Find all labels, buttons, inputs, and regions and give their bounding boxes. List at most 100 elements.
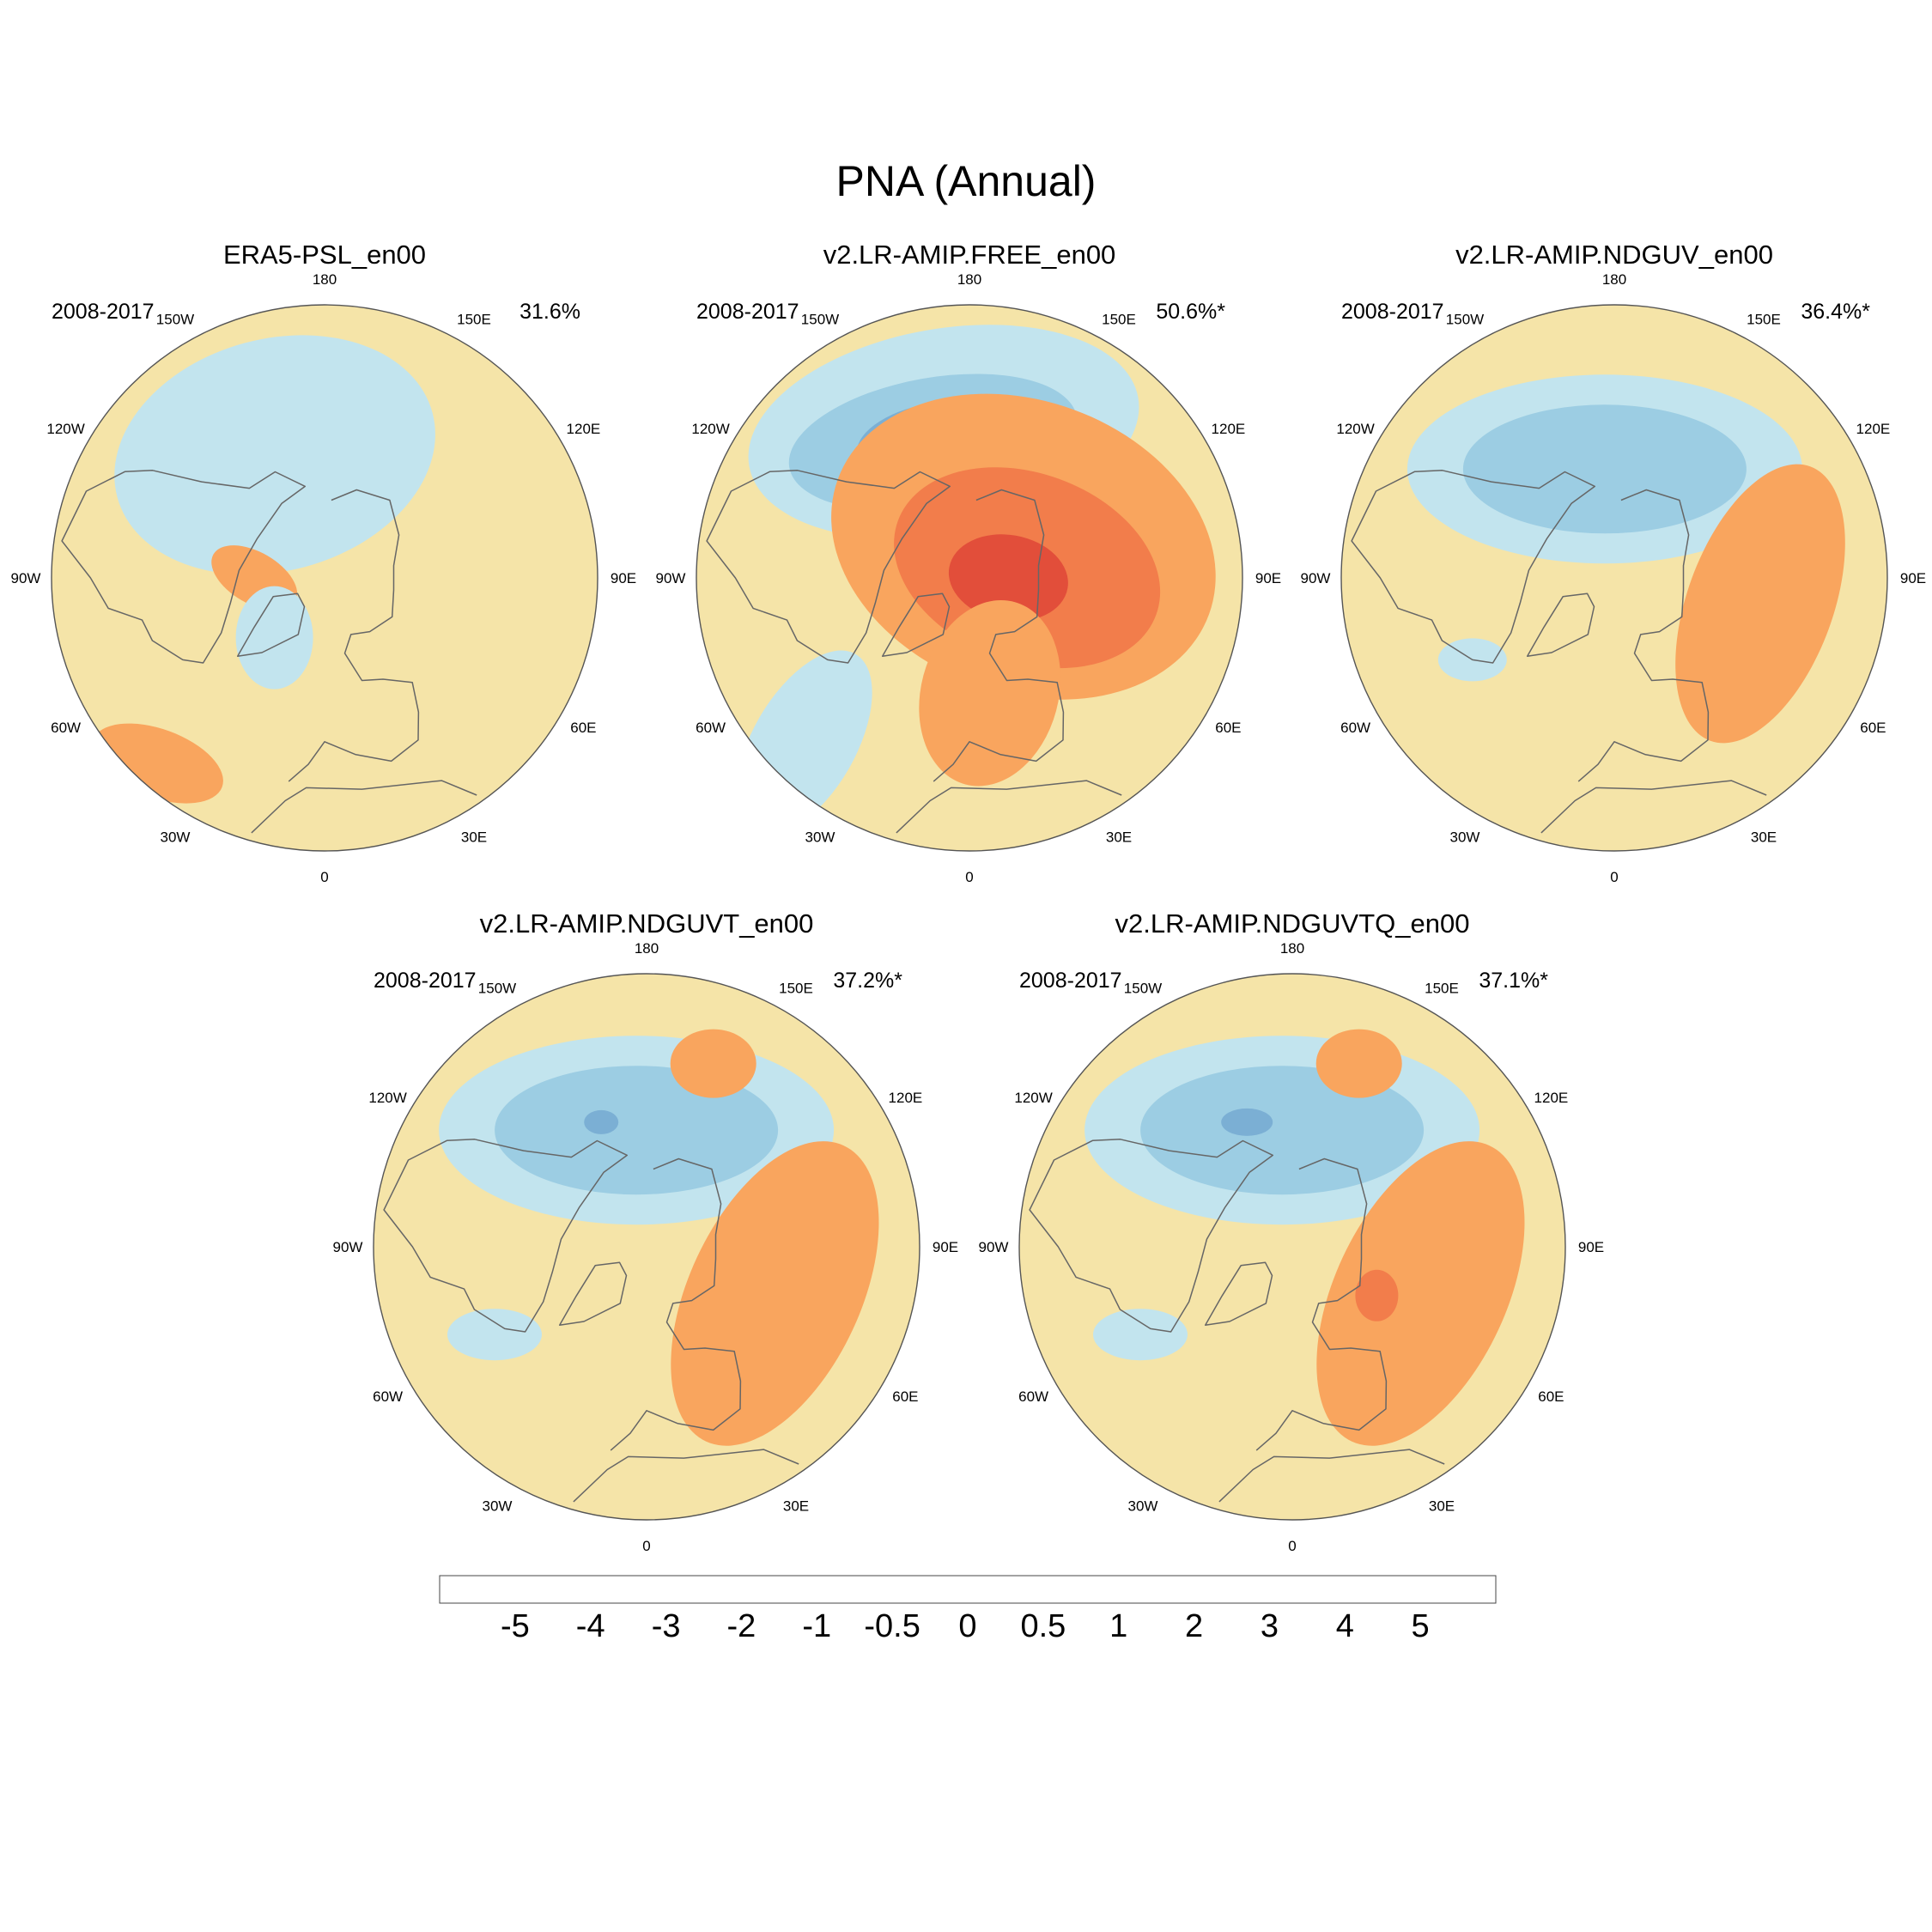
longitude-label: 90W	[333, 1239, 363, 1255]
coastlines	[61, 470, 477, 834]
longitude-label: 90E	[1255, 570, 1281, 586]
longitude-label: 30W	[161, 829, 191, 845]
longitude-label: 120E	[1212, 421, 1246, 437]
contour-pacific-arctic-low	[1462, 404, 1747, 534]
longitude-label: 30E	[1429, 1498, 1455, 1514]
coastline-north-america	[383, 1139, 629, 1333]
longitude-label: 120E	[1856, 421, 1891, 437]
contour-north-pacific-high	[670, 1029, 756, 1098]
longitude-label: 90E	[1578, 1239, 1604, 1255]
longitude-label: 120W	[46, 421, 84, 437]
longitude-label: 120W	[691, 421, 729, 437]
coastlines	[1351, 470, 1767, 834]
panel-title: ERA5-PSL_en00	[223, 240, 426, 270]
longitude-label: 30W	[483, 1498, 513, 1514]
contour-eurasian-high	[671, 1141, 879, 1446]
longitude-label: 60W	[1340, 720, 1370, 736]
longitude-label: 60W	[373, 1388, 403, 1405]
contour-pacific-low-core	[584, 1109, 619, 1134]
longitude-label: 90E	[611, 570, 636, 586]
longitude-label: 30E	[783, 1498, 809, 1514]
coastline-greenland	[1526, 592, 1595, 657]
contour-atlantic-low	[447, 1309, 542, 1361]
coastline-north-america	[1351, 470, 1596, 664]
map-panel: v2.LR-AMIP.NDGUVT_en00 2008-2017 37.2%* 180…	[333, 908, 959, 1554]
longitude-label: 180	[1280, 940, 1304, 957]
panel-variance: 37.1%*	[1479, 969, 1548, 993]
longitude-label: 0	[1288, 1538, 1296, 1554]
panel-title: v2.LR-AMIP.NDGUV_en00	[1455, 240, 1773, 270]
contour-eurasian-high	[1675, 464, 1845, 744]
longitude-label: 120W	[1014, 1090, 1052, 1106]
longitude-label: 180	[1602, 271, 1626, 288]
colorbar-label: 5	[1412, 1608, 1430, 1644]
longitude-label: 150W	[801, 312, 839, 328]
longitude-label: 150W	[1446, 312, 1484, 328]
colorbar: -5 -4 -3 -2 -1 -0.5 0 0.5 1 2 3 4 5	[439, 1575, 1497, 1644]
coastlines	[706, 470, 1122, 834]
longitude-label: 0	[965, 869, 973, 885]
figure-title: PNA (Annual)	[836, 157, 1097, 205]
longitude-label: 120E	[567, 421, 601, 437]
map-rim	[1018, 973, 1566, 1521]
coastline-eurasia	[288, 489, 420, 782]
longitude-label: 60E	[1860, 720, 1886, 736]
longitude-label: 120E	[1534, 1090, 1569, 1106]
colorbar-label: 3	[1261, 1608, 1279, 1644]
longitude-label: 150E	[1102, 312, 1136, 328]
map-rim	[1340, 304, 1888, 852]
anomaly-field	[439, 1029, 879, 1446]
longitude-label: 90W	[979, 1239, 1009, 1255]
colorbar-label: -0.5	[864, 1608, 920, 1644]
anomaly-field	[1406, 374, 1845, 744]
colorbar-label: -1	[802, 1608, 831, 1644]
coastline-north-america	[706, 470, 951, 664]
longitude-label: 60E	[1538, 1388, 1564, 1405]
contour-european-high	[919, 599, 1061, 787]
colorbar-label: -2	[727, 1608, 756, 1644]
longitude-label: 150E	[1425, 981, 1459, 997]
longitude-label: 30W	[1128, 1498, 1158, 1514]
panel-period: 2008-2017	[1341, 300, 1444, 324]
panel-variance: 31.6%	[519, 300, 580, 324]
longitude-label: 60W	[696, 720, 726, 736]
longitude-label: 60E	[892, 1388, 918, 1405]
colorbar-label: 4	[1336, 1608, 1354, 1644]
longitude-label: 90E	[933, 1239, 958, 1255]
coastline-africa	[1540, 780, 1767, 834]
panel-period: 2008-2017	[374, 969, 477, 993]
map-panel: v2.LR-AMIP.NDGUVTQ_en00 2008-2017 37.1%* 18…	[979, 908, 1605, 1554]
colorbar-label: -4	[576, 1608, 605, 1644]
anomaly-field	[92, 335, 435, 804]
longitude-label: 30E	[1751, 829, 1777, 845]
map-rim	[373, 973, 920, 1521]
longitude-label: 120E	[889, 1090, 923, 1106]
coastline-africa	[896, 780, 1122, 834]
longitude-label: 60E	[570, 720, 596, 736]
longitude-label: 150E	[779, 981, 813, 997]
panel-variance: 36.4%*	[1801, 300, 1870, 324]
map-panel: v2.LR-AMIP.FREE_en00 2008-2017 50.6%* 180 15…	[656, 240, 1282, 885]
panels-group: ERA5-PSL_en00 2008-2017 31.6% 180 150E 120E 90…	[11, 240, 1927, 1554]
longitude-label: 150W	[1124, 981, 1162, 997]
longitude-label: 120W	[1336, 421, 1374, 437]
longitude-label: 0	[1610, 869, 1618, 885]
map-panel: ERA5-PSL_en00 2008-2017 31.6% 180 150E 120E 90…	[11, 240, 637, 885]
longitude-label: 0	[320, 869, 328, 885]
panel-period: 2008-2017	[1019, 969, 1122, 993]
colorbar-label: 2	[1185, 1608, 1203, 1644]
coastlines	[1029, 1139, 1445, 1503]
panel-variance: 50.6%*	[1156, 300, 1225, 324]
longitude-label: 90W	[656, 570, 686, 586]
longitude-label: 30W	[805, 829, 835, 845]
coastline-eurasia	[1255, 1157, 1388, 1451]
panel-title: v2.LR-AMIP.FREE_en00	[823, 240, 1116, 270]
contour-atlantic-low	[235, 586, 313, 690]
coastline-greenland	[1204, 1261, 1273, 1326]
longitude-label: 120W	[368, 1090, 406, 1106]
coastline-africa	[573, 1449, 799, 1503]
coastline-eurasia	[610, 1157, 742, 1451]
coastline-north-america	[61, 470, 307, 664]
longitude-label: 150W	[156, 312, 194, 328]
